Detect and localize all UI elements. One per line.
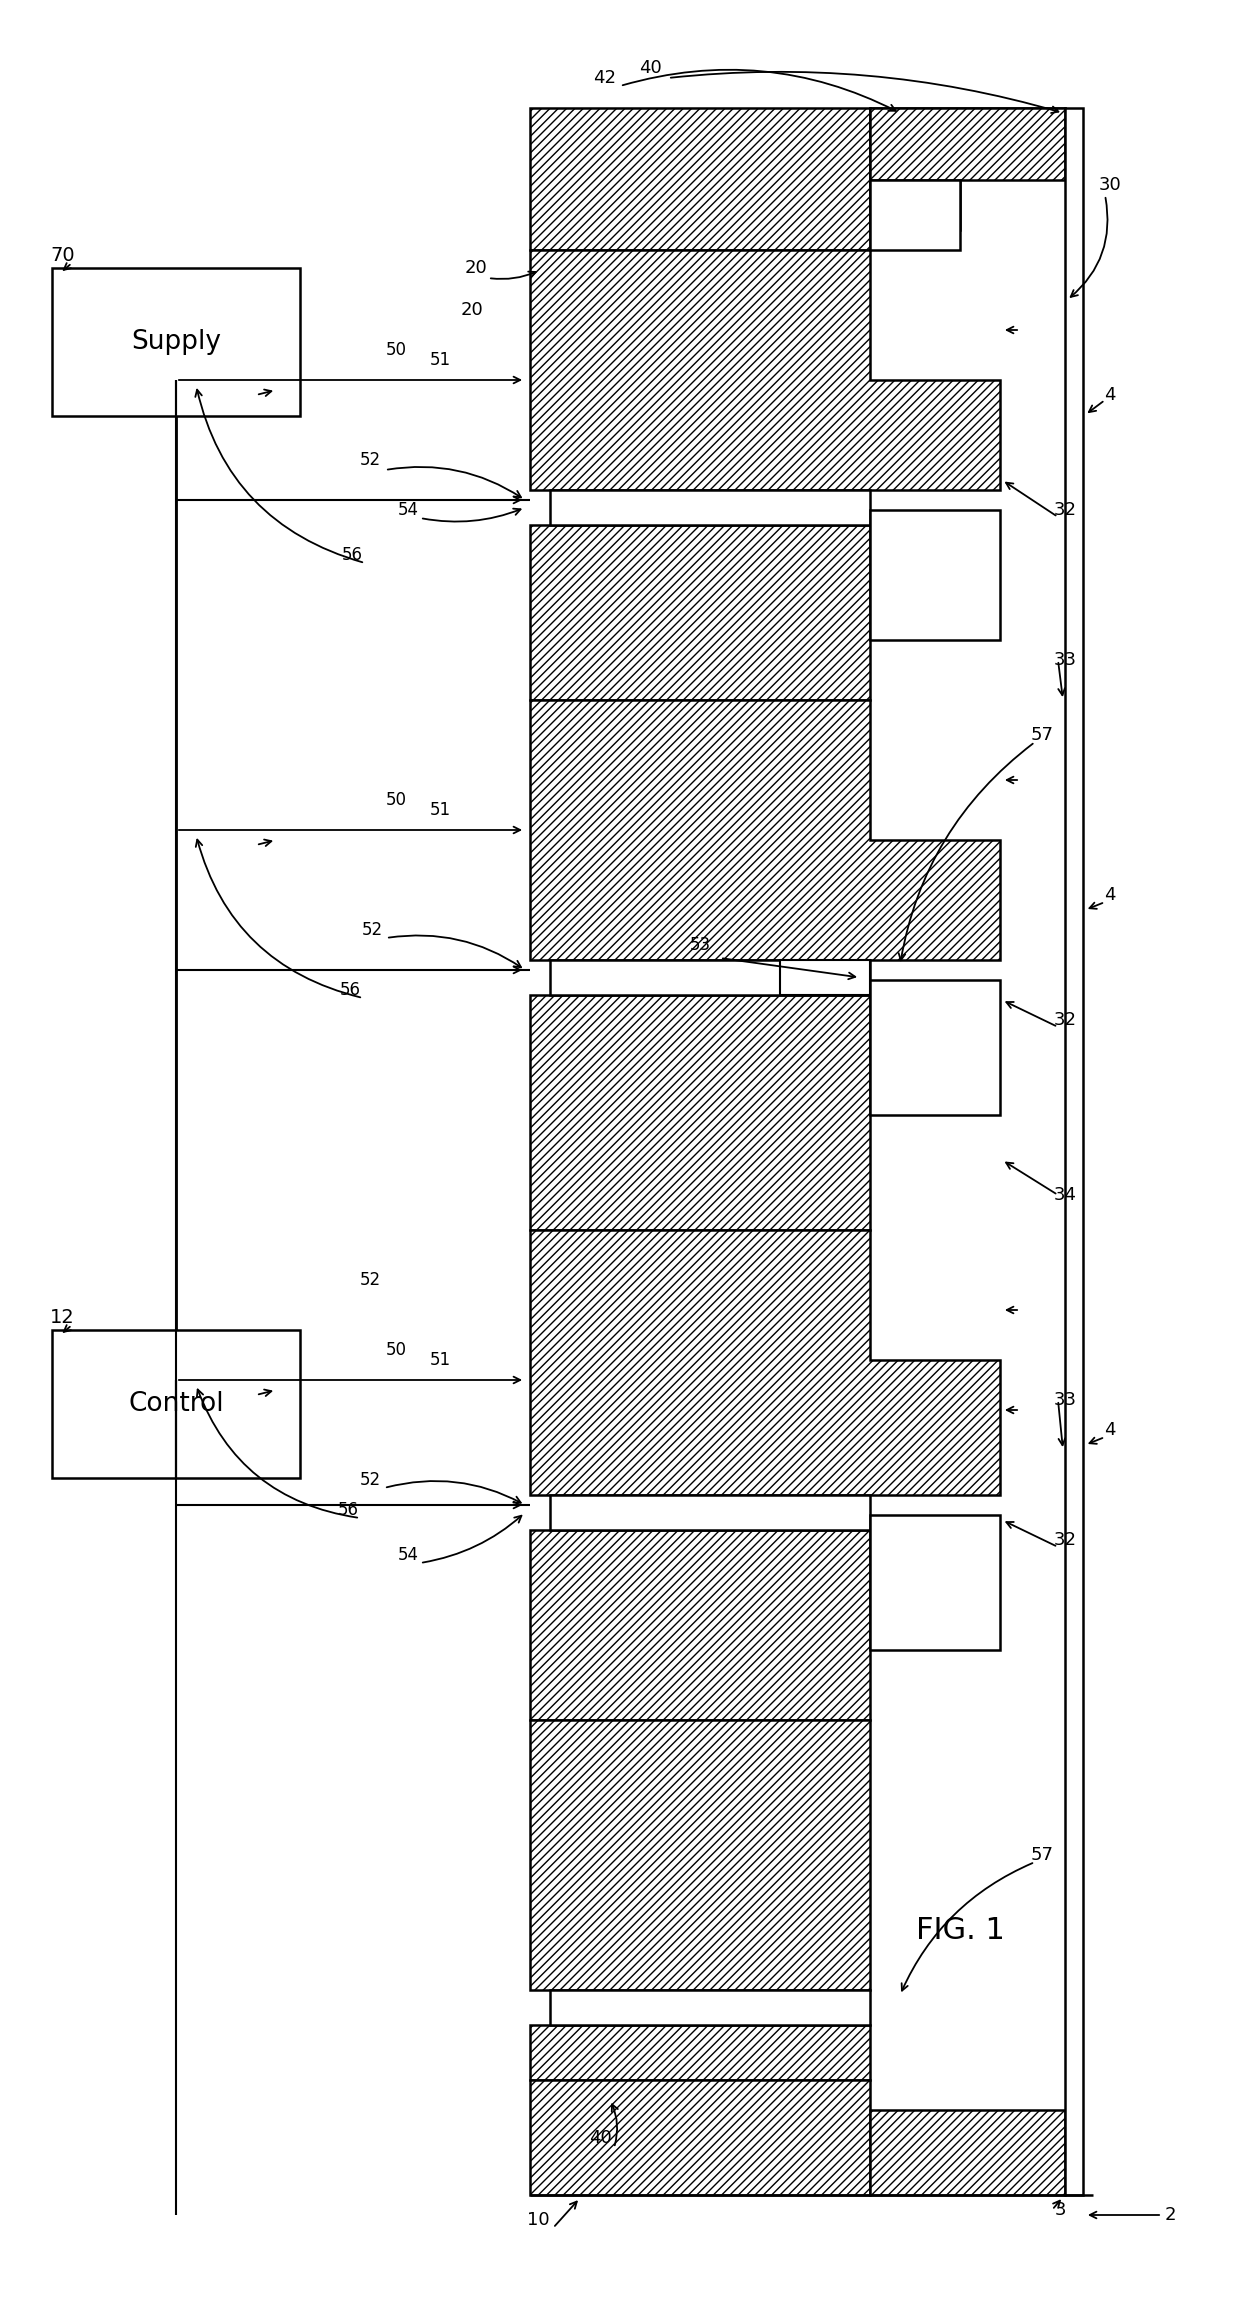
Text: 56: 56 (341, 545, 362, 564)
Text: Supply: Supply (131, 329, 221, 354)
Text: 12: 12 (50, 1307, 74, 1325)
Text: 52: 52 (360, 1270, 381, 1289)
Text: 4: 4 (1105, 1422, 1116, 1438)
Bar (529, 1721, 870, 1990)
Text: 51: 51 (429, 352, 450, 368)
Text: 52: 52 (360, 1470, 381, 1489)
Polygon shape (529, 700, 999, 960)
Polygon shape (870, 108, 1065, 230)
Text: 57: 57 (1030, 727, 1054, 743)
Text: 50: 50 (386, 1341, 407, 1360)
Bar (551, 1990, 870, 2025)
Bar (551, 1496, 870, 1530)
Text: 40: 40 (589, 2128, 611, 2147)
Text: 30: 30 (1099, 175, 1121, 193)
Text: 4: 4 (1105, 886, 1116, 904)
Text: 4: 4 (1105, 387, 1116, 405)
Text: 50: 50 (386, 341, 407, 359)
Text: 51: 51 (429, 1351, 450, 1369)
Bar (529, 994, 870, 1231)
Text: 2: 2 (1164, 2207, 1176, 2225)
Text: 20: 20 (460, 301, 484, 320)
Text: 56: 56 (337, 1500, 358, 1519)
Bar (529, 525, 870, 700)
Bar (529, 2080, 870, 2195)
Text: 53: 53 (689, 937, 711, 955)
Text: 32: 32 (1054, 502, 1076, 520)
Text: 3: 3 (1054, 2202, 1065, 2218)
Text: FIG. 1: FIG. 1 (915, 1914, 1004, 1944)
Bar (870, 108, 1065, 179)
Text: 32: 32 (1054, 1530, 1076, 1549)
Bar (551, 490, 870, 525)
Text: 40: 40 (639, 60, 661, 76)
Bar (1065, 108, 1083, 2195)
Polygon shape (529, 1231, 999, 1496)
Text: 56: 56 (340, 980, 361, 999)
Text: 52: 52 (361, 920, 383, 939)
Text: 32: 32 (1054, 1010, 1076, 1029)
Text: 57: 57 (1030, 1845, 1054, 1864)
Text: 20: 20 (465, 260, 487, 276)
Text: 33: 33 (1054, 651, 1076, 670)
Bar (870, 179, 960, 251)
Bar (52, 267, 300, 416)
Text: 54: 54 (398, 502, 419, 520)
Bar (870, 980, 999, 1116)
Bar (870, 2110, 1065, 2195)
Text: 33: 33 (1054, 1392, 1076, 1408)
Polygon shape (529, 251, 999, 490)
Bar (870, 511, 999, 640)
Text: 34: 34 (1054, 1185, 1076, 1203)
Text: 42: 42 (594, 69, 616, 87)
Bar (780, 960, 870, 994)
Bar (551, 960, 870, 994)
Bar (529, 2025, 870, 2080)
Text: 10: 10 (527, 2211, 549, 2230)
Bar (52, 1330, 300, 1477)
Bar (870, 1514, 999, 1650)
Text: 70: 70 (50, 246, 74, 265)
Text: Control: Control (128, 1392, 223, 1417)
Bar (529, 108, 870, 251)
Text: 52: 52 (360, 451, 381, 469)
Text: 51: 51 (429, 801, 450, 819)
Bar (529, 1530, 870, 1721)
Text: 50: 50 (386, 792, 407, 810)
Text: 54: 54 (398, 1546, 419, 1565)
